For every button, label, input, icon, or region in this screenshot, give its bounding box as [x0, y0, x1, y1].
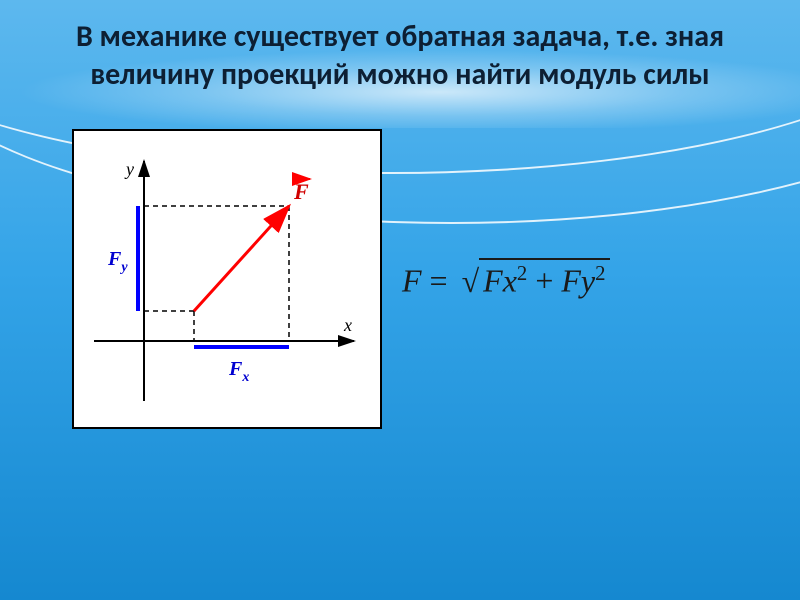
dashed-group: [144, 206, 289, 341]
magnitude-formula: F = √Fx2 + Fy2: [402, 258, 610, 300]
physics-slide: В механике существует обратная задача, т…: [0, 0, 800, 600]
fy-label: Fy: [107, 248, 128, 275]
content-row: x y Fx Fy F: [0, 119, 800, 429]
vector-diagram: x y Fx Fy F: [72, 129, 382, 429]
equals-sign: =: [430, 263, 456, 299]
slide-title: В механике существует обратная задача, т…: [0, 0, 800, 119]
vector-f-label: F: [293, 179, 309, 204]
fx-label: Fx: [228, 358, 249, 385]
y-axis-label: y: [124, 159, 134, 179]
sqrt-symbol: √: [456, 263, 480, 300]
vector-f: [194, 206, 289, 311]
diagram-svg: x y Fx Fy F: [74, 131, 380, 427]
formula-lhs: F: [402, 263, 422, 299]
title-text: В механике существует обратная задача, т…: [32, 18, 768, 93]
formula-radicand: Fx2 + Fy2: [479, 258, 609, 300]
x-axis-label: x: [343, 315, 352, 335]
